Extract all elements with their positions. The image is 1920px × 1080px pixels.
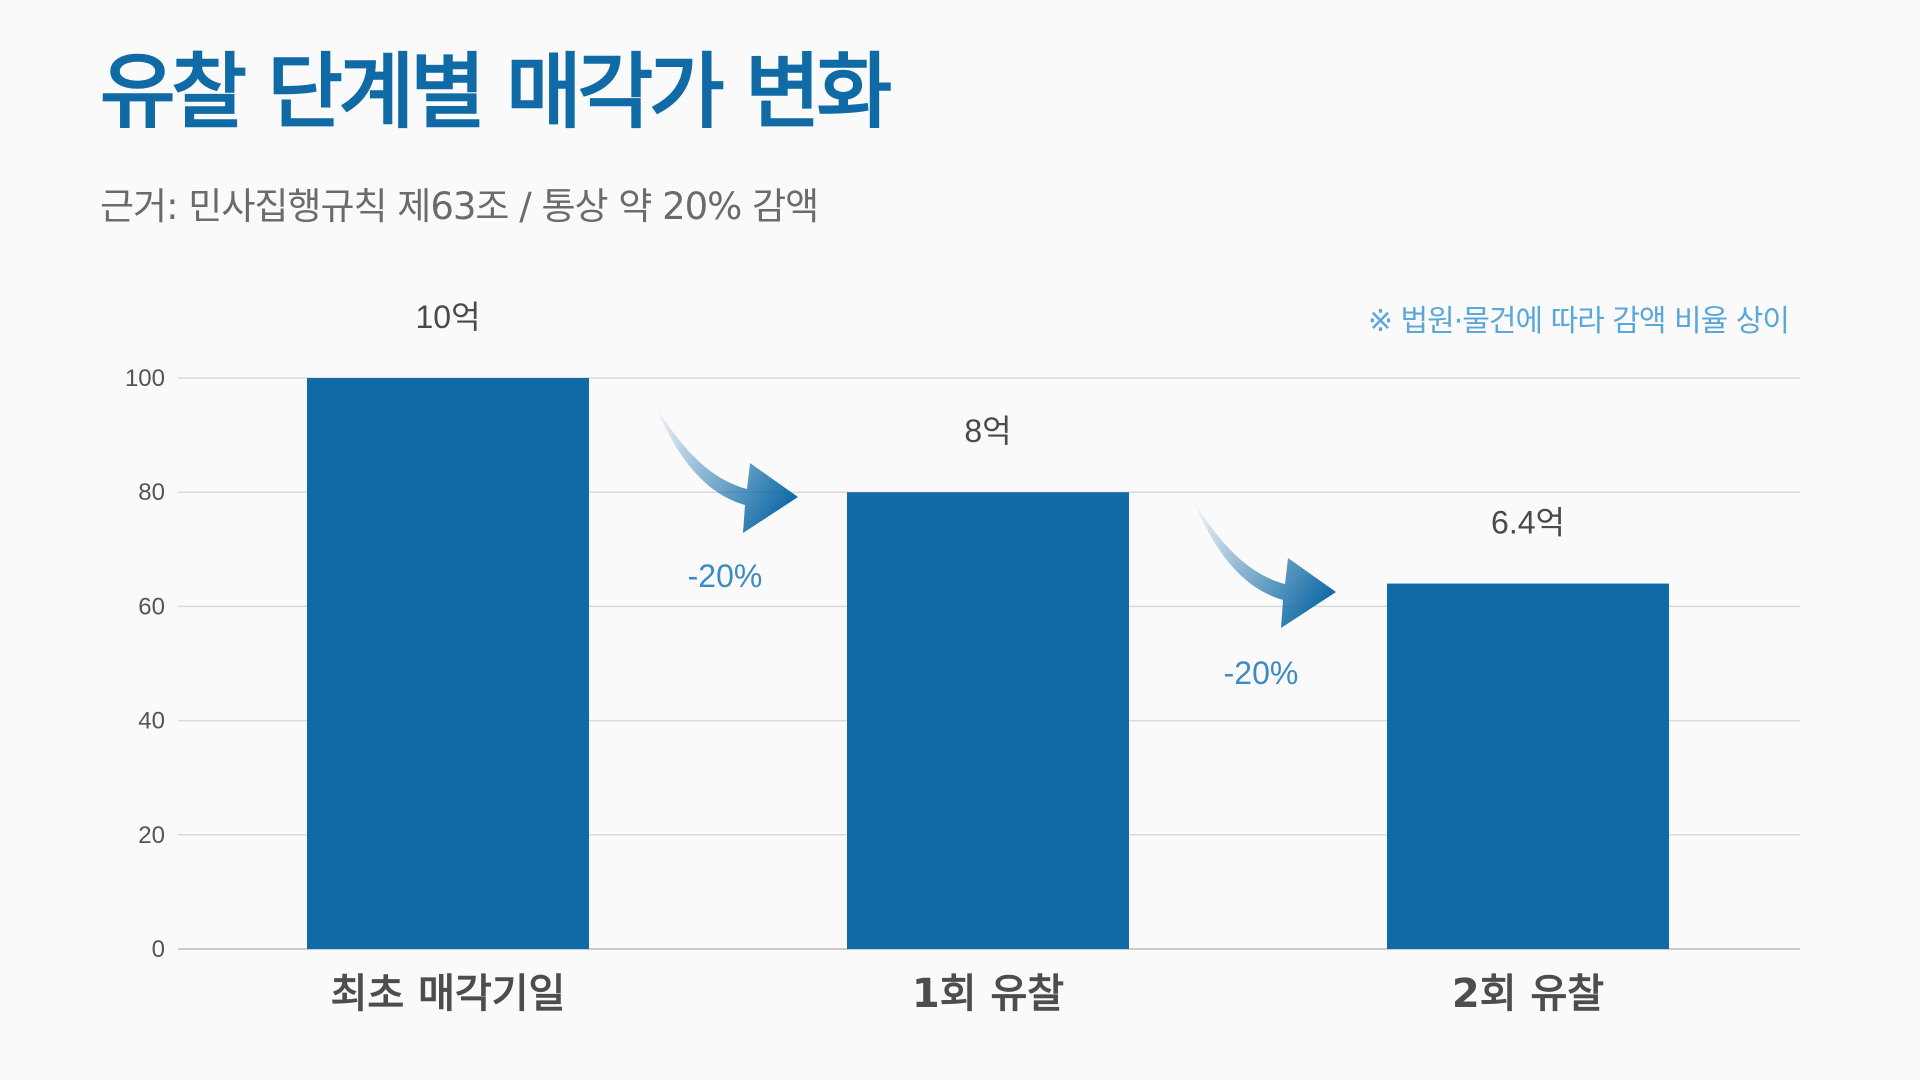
data-labels: 10억 8억 6.4억: [415, 299, 1564, 541]
change-arrow: [1193, 500, 1336, 628]
y-tick-label: 80: [138, 479, 165, 506]
category-label: 1회 유찰: [912, 971, 1064, 1017]
change-label: -20%: [1224, 655, 1299, 691]
x-axis-categories: 최초 매각기일 1회 유찰 2회 유찰: [331, 971, 1605, 1017]
y-axis-ticks: 0 20 40 60 80 100: [125, 365, 165, 963]
bar: [847, 492, 1129, 949]
page-subtitle: 근거: 민사집행규칙 제63조 / 통상 약 20% 감액: [100, 185, 819, 228]
category-label: 최초 매각기일: [331, 971, 566, 1017]
bars: [307, 378, 1669, 949]
bar-value-label: 6.4억: [1491, 505, 1565, 541]
y-tick-label: 0: [152, 936, 165, 963]
chart-footnote: ※ 법원·물건에 따라 감액 비율 상이: [1367, 304, 1790, 339]
y-tick-label: 60: [138, 593, 165, 620]
change-arrows: -20% -20%: [655, 405, 1336, 691]
bar: [307, 378, 589, 949]
y-tick-label: 40: [138, 708, 165, 735]
y-tick-label: 20: [138, 822, 165, 849]
change-arrow: [655, 405, 798, 533]
arrow-shape: [655, 405, 798, 533]
category-label: 2회 유찰: [1452, 971, 1604, 1017]
arrow-shape: [1193, 500, 1336, 628]
page-title: 유찰 단계별 매각가 변화: [100, 45, 892, 140]
bar-value-label: 8억: [964, 413, 1011, 449]
bar-value-label: 10억: [415, 299, 480, 335]
change-label: -20%: [688, 558, 763, 594]
bar: [1387, 583, 1669, 949]
y-tick-label: 100: [125, 365, 165, 392]
